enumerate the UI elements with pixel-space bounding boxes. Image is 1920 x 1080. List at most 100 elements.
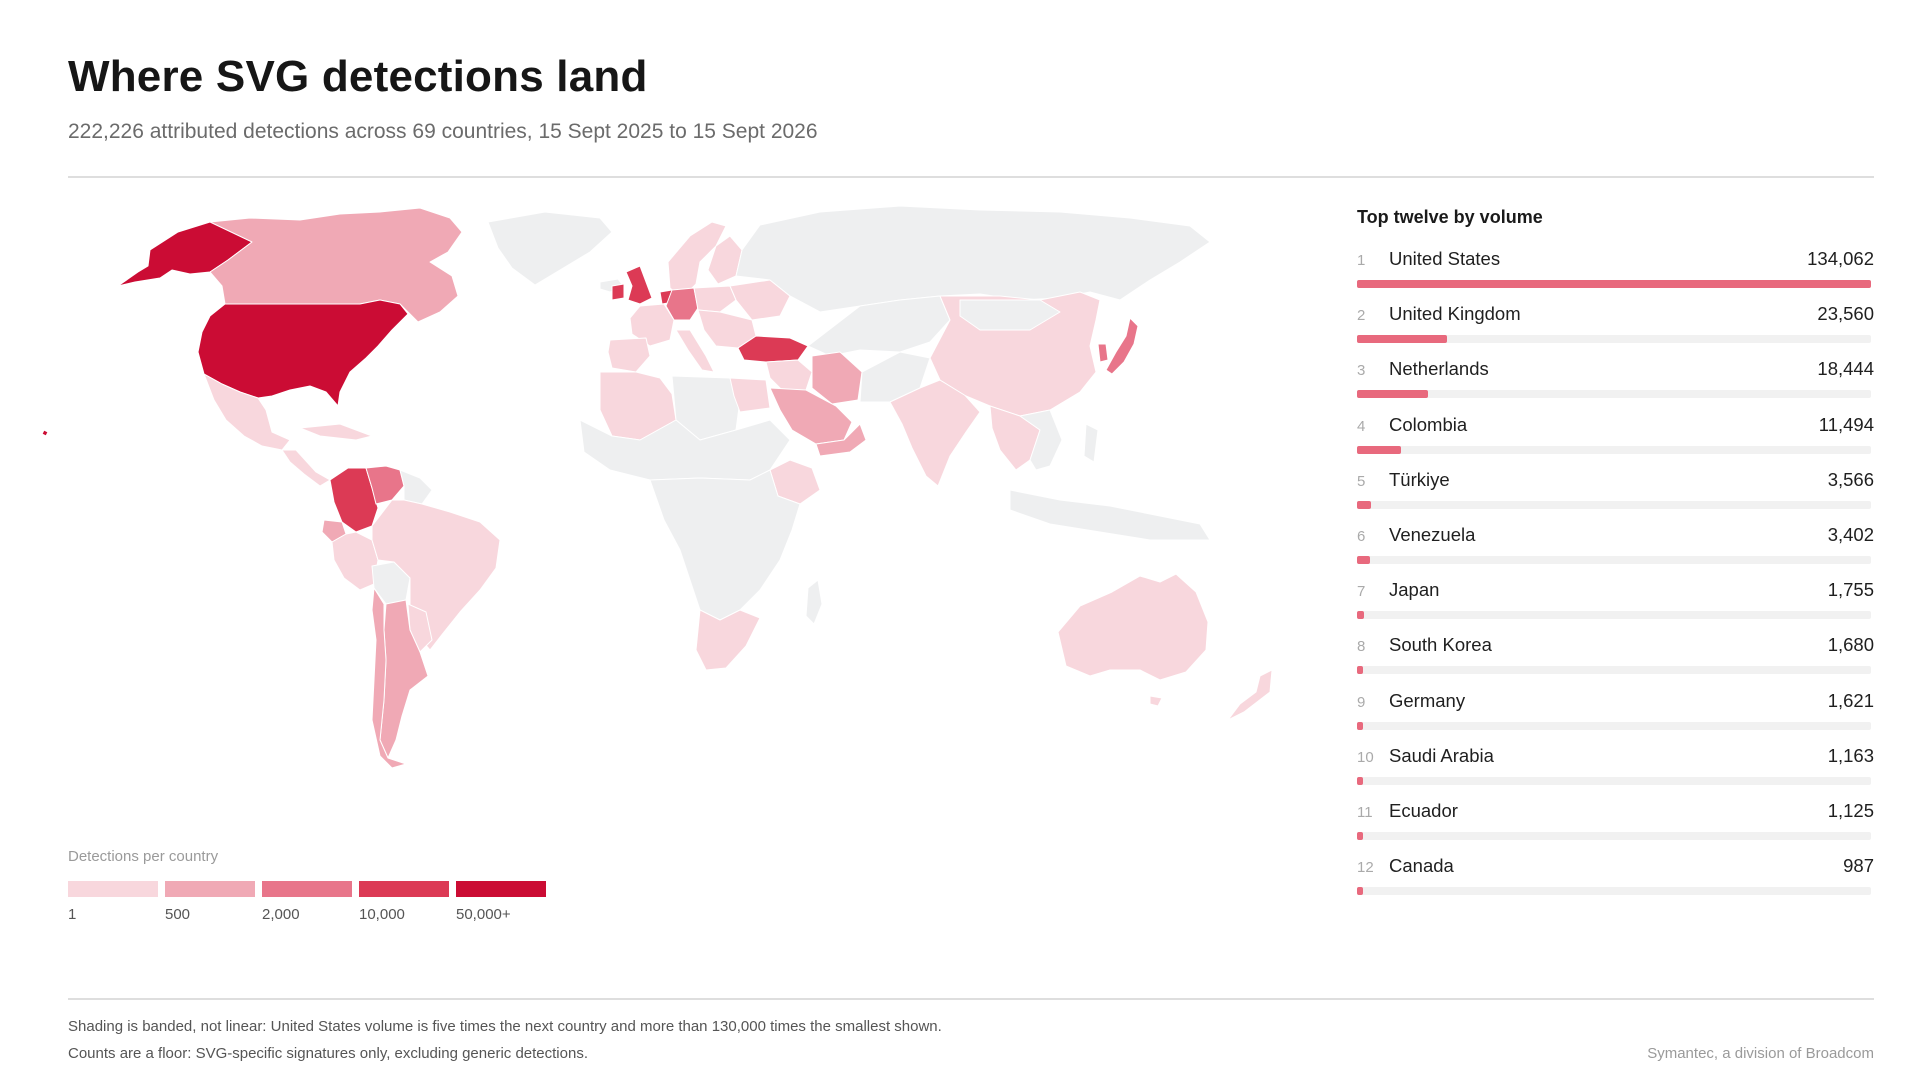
footnote-shading: Shading is banded, not linear: United St…: [68, 1018, 942, 1035]
island-tasmania[interactable]: [1149, 695, 1163, 707]
legend-band: 50,000+: [456, 881, 546, 923]
rank-bar-track: [1357, 335, 1871, 344]
region-central-africa[interactable]: [649, 469, 801, 621]
world-map-svg: [41, 205, 1273, 769]
country-turkiye[interactable]: [737, 335, 809, 363]
rank-value: 1,125: [1827, 799, 1874, 821]
ranking-row[interactable]: 2 United Kingdom 23,560: [1357, 303, 1874, 358]
country-iberia[interactable]: [607, 337, 651, 373]
country-chile[interactable]: [371, 587, 407, 769]
ranking-row[interactable]: 9 Germany 1,621: [1357, 690, 1874, 745]
rank-bar: [1357, 887, 1364, 896]
ranking-row[interactable]: 4 Colombia 11,494: [1357, 414, 1874, 469]
rank-bar: [1357, 831, 1364, 840]
country-iran[interactable]: [811, 351, 863, 405]
rank-bar: [1357, 666, 1364, 675]
rank-bar-track: [1357, 887, 1871, 896]
rank-number: 12: [1357, 859, 1374, 877]
country-madagascar[interactable]: [805, 579, 823, 625]
country-usa[interactable]: [197, 299, 409, 407]
country-india[interactable]: [889, 379, 981, 487]
region-central-asia[interactable]: [807, 295, 951, 357]
rank-value: 18,444: [1817, 358, 1874, 380]
country-south-korea[interactable]: [1097, 343, 1109, 363]
ranking-row-text: 10 Saudi Arabia 1,163: [1357, 745, 1874, 771]
ranking-row[interactable]: 12 Canada 987: [1357, 855, 1874, 910]
country-russia[interactable]: [735, 205, 1211, 313]
country-venezuela[interactable]: [365, 465, 405, 505]
region-caribbean[interactable]: [299, 423, 373, 441]
ranking-row[interactable]: 7 Japan 1,755: [1357, 579, 1874, 634]
ranking-row-text: 4 Colombia 11,494: [1357, 414, 1874, 440]
rank-value: 1,163: [1827, 744, 1874, 766]
country-australia[interactable]: [1057, 573, 1209, 681]
country-philippines[interactable]: [1083, 423, 1099, 463]
country-ireland[interactable]: [611, 283, 625, 301]
rank-bar: [1357, 445, 1402, 454]
rank-bar-track: [1357, 280, 1871, 288]
ranking-row[interactable]: 6 Venezuela 3,402: [1357, 524, 1874, 579]
rank-bar-track: [1357, 390, 1871, 399]
ranking-row[interactable]: 10 Saudi Arabia 1,163: [1357, 745, 1874, 800]
ranking-row-text: 8 South Korea 1,680: [1357, 634, 1874, 660]
ranking-row[interactable]: 8 South Korea 1,680: [1357, 634, 1874, 689]
country-egypt[interactable]: [729, 377, 771, 413]
country-canada[interactable]: [209, 207, 463, 323]
ranking-row-text: 6 Venezuela 3,402: [1357, 524, 1874, 550]
island-hawaii: [41, 429, 49, 437]
rank-bar: [1357, 721, 1364, 730]
region-indochina[interactable]: [1019, 409, 1063, 471]
ranking-row[interactable]: 11 Ecuador 1,125: [1357, 800, 1874, 855]
top-divider: [68, 176, 1874, 178]
rank-value: 23,560: [1817, 303, 1874, 325]
legend-swatch: [68, 881, 158, 897]
legend-band: 2,000: [262, 881, 352, 923]
country-south-africa[interactable]: [695, 609, 761, 671]
rank-number: 7: [1357, 583, 1366, 601]
legend-swatch: [262, 881, 352, 897]
rank-bar: [1357, 280, 1871, 288]
rank-bar-track: [1357, 721, 1871, 730]
rank-bar-track: [1357, 555, 1871, 564]
rank-value: 134,062: [1807, 248, 1874, 269]
rank-value: 11,494: [1818, 413, 1874, 435]
country-brazil[interactable]: [371, 499, 501, 651]
legend-label: 500: [165, 906, 191, 923]
ranking-row[interactable]: 5 Türkiye 3,566: [1357, 469, 1874, 524]
region-sahel[interactable]: [579, 419, 791, 481]
region-indonesia[interactable]: [1009, 489, 1211, 541]
country-mongolia[interactable]: [959, 299, 1061, 331]
country-mexico[interactable]: [203, 373, 291, 451]
rank-number: 10: [1357, 748, 1374, 766]
ranking-row[interactable]: 3 Netherlands 18,444: [1357, 358, 1874, 413]
legend-band: 10,000: [359, 881, 449, 923]
ranking-row[interactable]: 1 United States 134,062: [1357, 248, 1874, 303]
rank-country: Türkiye: [1389, 468, 1450, 490]
source-credit: Symantec, a division of Broadcom: [1647, 1045, 1874, 1062]
rank-bar: [1357, 776, 1364, 785]
ranking-row-text: 7 Japan 1,755: [1357, 579, 1874, 605]
region-levant-iraq[interactable]: [765, 359, 813, 393]
rank-bar-track: [1357, 611, 1871, 620]
country-yemen-oman[interactable]: [815, 423, 867, 457]
country-japan[interactable]: [1105, 317, 1139, 375]
country-france[interactable]: [629, 303, 675, 347]
rank-country: Colombia: [1389, 413, 1468, 435]
country-peru[interactable]: [331, 531, 379, 591]
rank-number: 4: [1357, 417, 1366, 435]
country-italy[interactable]: [675, 329, 715, 373]
region-central-europe[interactable]: [693, 285, 737, 313]
country-new-zealand[interactable]: [1227, 669, 1273, 721]
legend-band: 500: [165, 881, 255, 923]
rank-country: Germany: [1389, 689, 1466, 711]
region-central-america[interactable]: [281, 449, 331, 487]
country-greenland[interactable]: [487, 211, 613, 286]
rank-number: 2: [1357, 307, 1366, 325]
country-colombia[interactable]: [329, 467, 379, 533]
rank-bar: [1357, 500, 1371, 509]
page-subtitle: 222,226 attributed detections across 69 …: [68, 120, 818, 143]
rank-number: 5: [1357, 472, 1366, 490]
region-guianas[interactable]: [399, 469, 433, 505]
rank-bar: [1357, 611, 1364, 620]
country-united-kingdom[interactable]: [625, 265, 653, 305]
